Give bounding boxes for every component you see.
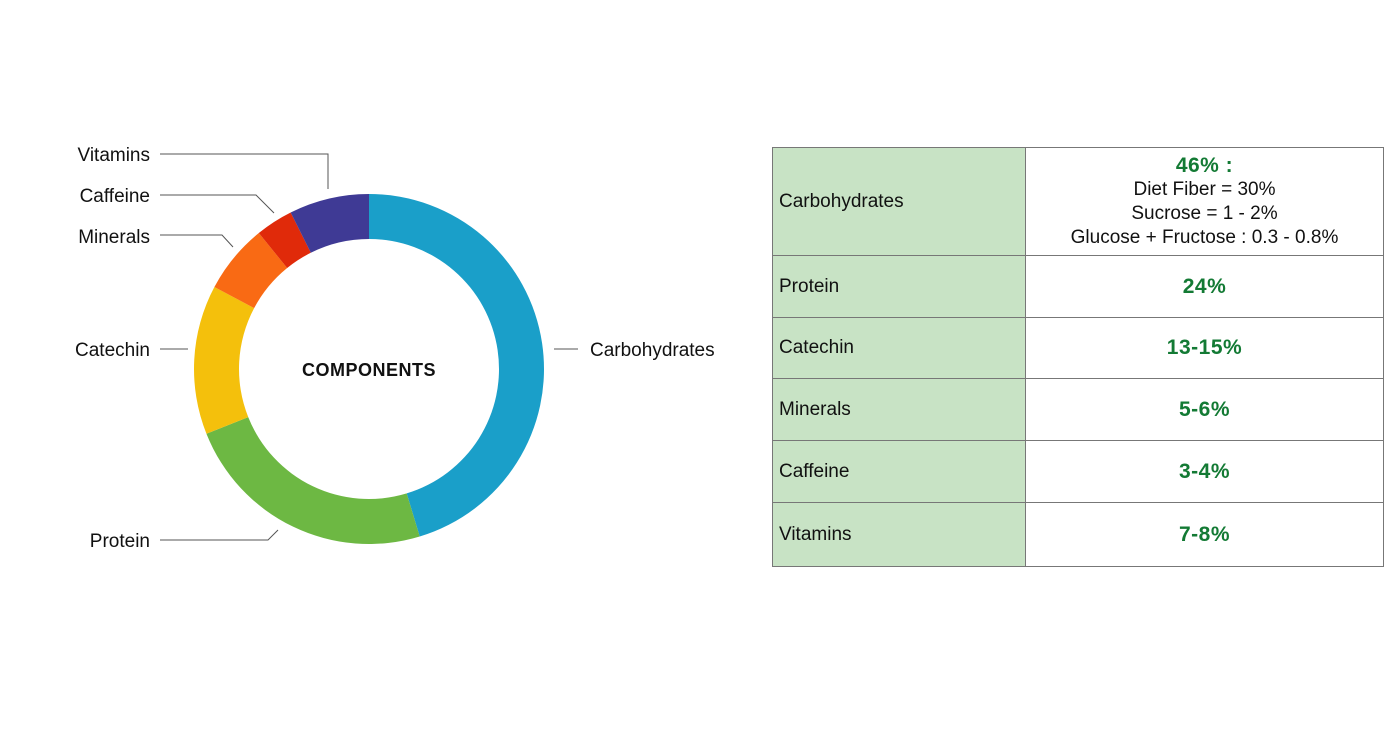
component-name: Catechin (773, 318, 1026, 379)
component-percent: 46% : (1026, 154, 1383, 178)
slice-label-minerals: Minerals (78, 227, 150, 248)
component-value: 46% : Diet Fiber = 30% Sucrose = 1 - 2% … (1026, 148, 1384, 256)
leader-line-vitamins (160, 154, 328, 189)
component-value: 5-6% (1026, 379, 1384, 441)
components-donut-chart: Carbohydrates Protein Catechin Minerals … (0, 0, 760, 739)
donut-slice-catechin (194, 287, 254, 434)
table-row-minerals: Minerals 5-6% (773, 379, 1384, 441)
component-name: Caffeine (773, 441, 1026, 503)
component-value: 3-4% (1026, 441, 1384, 503)
component-percent: 24% (1183, 275, 1227, 298)
table-row-catechin: Catechin 13-15% (773, 318, 1384, 379)
slice-label-protein: Protein (90, 531, 150, 552)
component-percent: 3-4% (1179, 460, 1230, 483)
component-value: 7-8% (1026, 503, 1384, 567)
component-detail: Glucose + Fructose : 0.3 - 0.8% (1026, 226, 1383, 250)
component-value: 13-15% (1026, 318, 1384, 379)
table-row-vitamins: Vitamins 7-8% (773, 503, 1384, 567)
leader-line-protein (160, 530, 278, 540)
donut-slice-protein (206, 417, 419, 544)
table-row-caffeine: Caffeine 3-4% (773, 441, 1384, 503)
slice-label-catechin: Catechin (75, 340, 150, 361)
slice-label-vitamins: Vitamins (77, 145, 150, 166)
component-detail: Sucrose = 1 - 2% (1026, 202, 1383, 226)
component-name: Protein (773, 256, 1026, 318)
component-percent: 7-8% (1179, 523, 1230, 546)
component-value: 24% (1026, 256, 1384, 318)
leader-line-minerals (160, 235, 233, 247)
component-name: Vitamins (773, 503, 1026, 567)
slice-label-caffeine: Caffeine (80, 186, 150, 207)
component-name: Minerals (773, 379, 1026, 441)
table-row-protein: Protein 24% (773, 256, 1384, 318)
leader-line-caffeine (160, 195, 274, 213)
component-name: Carbohydrates (773, 148, 1026, 256)
component-percent: 5-6% (1179, 398, 1230, 421)
chart-title: COMPONENTS (302, 360, 436, 380)
components-table: Carbohydrates 46% : Diet Fiber = 30% Suc… (772, 147, 1384, 567)
table-row-carbohydrates: Carbohydrates 46% : Diet Fiber = 30% Suc… (773, 148, 1384, 256)
component-percent: 13-15% (1167, 336, 1242, 359)
slice-label-carbohydrates: Carbohydrates (590, 340, 715, 361)
component-detail: Diet Fiber = 30% (1026, 178, 1383, 202)
